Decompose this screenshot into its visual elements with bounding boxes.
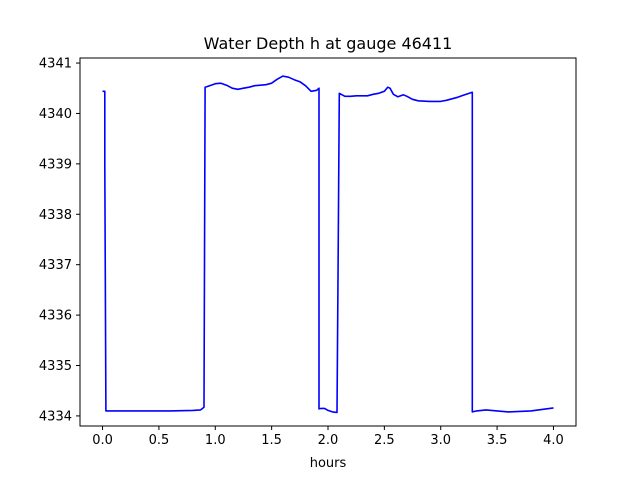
x-tick-label: 1.5 bbox=[261, 433, 282, 448]
y-tick-label: 4337 bbox=[39, 258, 72, 273]
x-tick-label: 1.0 bbox=[205, 433, 226, 448]
y-tick-label: 4340 bbox=[39, 107, 72, 122]
x-tick-label: 3.5 bbox=[487, 433, 508, 448]
x-axis-ticks: 0.0 0.5 1.0 1.5 2.0 2.5 3.0 3.5 4.0 bbox=[92, 426, 564, 448]
x-tick-label: 2.0 bbox=[318, 433, 339, 448]
x-tick-label: 3.0 bbox=[430, 433, 451, 448]
y-tick-label: 4335 bbox=[39, 359, 72, 374]
y-tick-label: 4336 bbox=[39, 309, 72, 324]
y-tick-label: 4338 bbox=[39, 208, 72, 223]
y-axis-ticks: 4334 4335 4336 4337 4338 4339 4340 4341 bbox=[39, 57, 80, 424]
y-tick-label: 4341 bbox=[39, 57, 72, 72]
x-tick-label: 4.0 bbox=[543, 433, 564, 448]
y-tick-label: 4334 bbox=[39, 409, 72, 424]
x-tick-label: 2.5 bbox=[374, 433, 395, 448]
x-tick-label: 0.0 bbox=[92, 433, 113, 448]
y-tick-label: 4339 bbox=[39, 157, 72, 172]
series-line-depth bbox=[102, 75, 554, 414]
chart-title: Water Depth h at gauge 46411 bbox=[204, 34, 453, 53]
x-tick-label: 0.5 bbox=[149, 433, 170, 448]
x-axis-label: hours bbox=[310, 456, 347, 471]
